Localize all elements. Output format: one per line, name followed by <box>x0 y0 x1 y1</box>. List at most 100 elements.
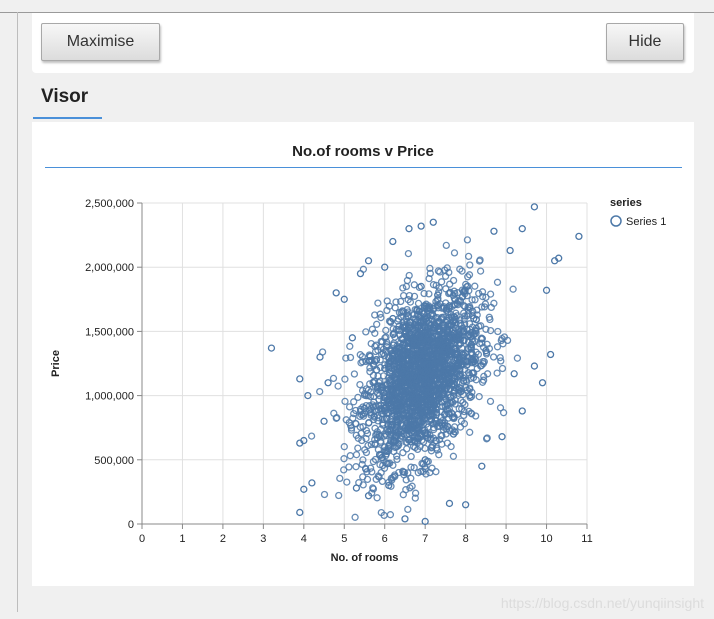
data-point <box>436 327 444 335</box>
data-point <box>387 426 395 434</box>
data-point <box>466 261 474 269</box>
data-point <box>418 400 427 409</box>
data-point <box>453 373 462 381</box>
data-point <box>451 353 460 362</box>
chart-title-rule <box>45 167 682 168</box>
data-point <box>399 370 408 378</box>
data-point <box>457 417 466 425</box>
chart-title: No.of rooms v Price <box>292 143 434 160</box>
data-point <box>320 417 328 425</box>
data-point <box>377 439 385 447</box>
data-point <box>458 293 467 301</box>
data-point <box>407 318 415 326</box>
data-point <box>381 334 389 342</box>
data-point <box>407 452 415 461</box>
data-point <box>429 406 437 414</box>
data-point <box>394 428 403 436</box>
data-point <box>383 338 391 346</box>
data-point <box>340 455 348 463</box>
data-point <box>410 281 418 289</box>
data-point <box>429 372 437 380</box>
data-point <box>477 361 486 370</box>
data-point <box>324 379 332 387</box>
data-point <box>476 267 485 275</box>
data-point <box>454 360 463 369</box>
data-point <box>387 437 396 446</box>
data-point <box>427 394 436 403</box>
data-point <box>367 411 375 419</box>
data-point <box>335 491 343 500</box>
data-point <box>402 332 411 340</box>
data-point <box>358 460 366 469</box>
hide-button[interactable]: Hide <box>606 23 684 61</box>
data-point <box>463 236 472 244</box>
data-point <box>434 291 442 299</box>
data-point <box>432 468 440 476</box>
data-point <box>363 429 372 438</box>
data-point <box>451 400 459 408</box>
data-point <box>421 517 429 526</box>
data-point <box>356 380 364 389</box>
data-point <box>436 338 444 346</box>
data-point <box>345 403 354 411</box>
data-point <box>354 393 362 402</box>
x-tick-label: 3 <box>260 533 266 545</box>
data-point <box>530 203 539 211</box>
data-point <box>399 449 407 457</box>
data-point <box>401 379 409 387</box>
data-point <box>421 345 429 354</box>
maximise-button[interactable]: Maximise <box>41 23 160 61</box>
data-point <box>417 282 425 291</box>
data-point <box>471 282 479 290</box>
data-point <box>426 431 434 439</box>
data-point <box>369 457 378 466</box>
data-point <box>425 334 433 342</box>
data-point <box>439 346 448 354</box>
data-point <box>410 415 418 423</box>
data-point <box>416 417 424 425</box>
data-point <box>420 322 429 330</box>
data-point <box>417 350 425 358</box>
legend-title: series <box>610 197 642 209</box>
data-point <box>362 392 370 400</box>
data-point <box>447 442 455 451</box>
data-point <box>354 444 362 452</box>
data-point <box>395 398 404 407</box>
data-point <box>368 468 376 476</box>
data-point <box>371 329 379 337</box>
data-point <box>469 355 477 364</box>
data-point <box>332 289 340 297</box>
data-point <box>367 440 375 449</box>
data-point <box>403 431 411 439</box>
y-tick-label: 2,000,000 <box>85 262 134 274</box>
data-point <box>456 373 464 381</box>
data-point <box>486 326 495 335</box>
data-point <box>478 288 487 296</box>
data-point <box>340 443 348 451</box>
data-point <box>384 374 393 382</box>
data-point <box>389 325 397 333</box>
data-point <box>429 353 438 361</box>
data-point <box>382 347 391 355</box>
y-tick-label: 2,500,000 <box>85 198 134 210</box>
data-point <box>441 338 449 346</box>
data-point <box>300 436 308 445</box>
data-point <box>422 431 430 440</box>
data-point <box>352 451 361 459</box>
data-point <box>389 314 397 323</box>
data-point <box>397 297 405 306</box>
data-point <box>366 464 375 472</box>
x-tick-label: 11 <box>581 533 592 545</box>
data-point <box>358 358 367 366</box>
data-point <box>407 474 415 482</box>
data-point <box>509 285 517 293</box>
data-point <box>464 252 473 261</box>
data-point <box>416 330 425 338</box>
data-point <box>296 375 304 383</box>
data-point <box>402 386 411 395</box>
data-point <box>475 392 483 401</box>
y-tick-label: 1,000,000 <box>85 391 134 403</box>
data-point <box>406 484 414 492</box>
data-point <box>447 345 455 353</box>
chart-panel: No.of rooms v Price 0 1 2 3 4 5 6 7 8 9 10 11 0 500,0… <box>32 122 694 586</box>
